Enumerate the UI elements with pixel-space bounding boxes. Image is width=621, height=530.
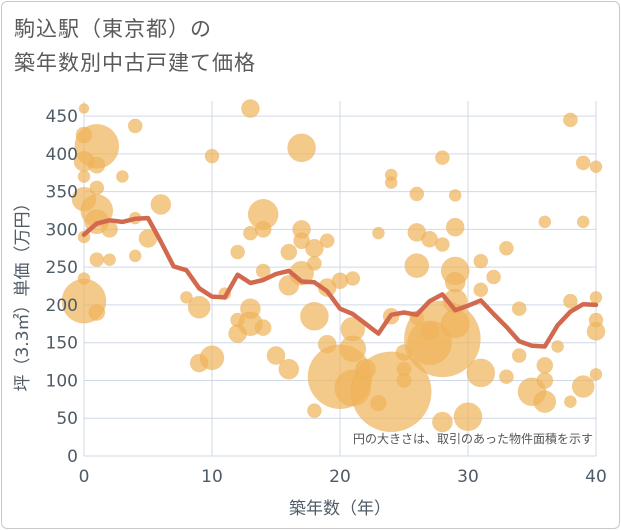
bubble-point xyxy=(563,293,578,309)
bubble-point xyxy=(538,215,552,229)
bubble-point xyxy=(435,150,450,165)
x-tick-label: 0 xyxy=(79,467,90,487)
bubble-point xyxy=(345,271,361,286)
bubble-point xyxy=(563,112,578,128)
y-tick-label: 450 xyxy=(46,107,78,127)
bubble-point xyxy=(533,390,557,413)
bubble-point xyxy=(254,319,272,336)
bubble-point xyxy=(576,215,590,229)
x-tick-label: 30 xyxy=(457,467,479,487)
y-axis-title: 坪（3.3㎡）単価（万円） xyxy=(13,194,33,391)
bubble-point xyxy=(466,358,496,388)
bubble-point xyxy=(128,249,142,263)
bubble-point xyxy=(127,118,143,134)
bubble-point xyxy=(564,395,577,408)
bubble-point xyxy=(536,372,554,389)
bubble-point xyxy=(511,301,527,317)
bubble-point xyxy=(486,269,501,285)
x-axis-title: 築年数（年） xyxy=(289,499,391,519)
bubble-point xyxy=(589,368,603,381)
average-price-line xyxy=(81,215,599,349)
y-tick-label: 50 xyxy=(56,409,78,429)
bubble-point xyxy=(307,403,322,418)
bubble-point xyxy=(300,301,329,331)
bubble-point xyxy=(150,194,172,215)
bubble-point xyxy=(551,340,564,353)
bubble-point xyxy=(254,221,272,238)
bubble-layer xyxy=(61,99,606,433)
bubble-point xyxy=(453,402,483,432)
bubble-point xyxy=(575,155,591,171)
bubble-point xyxy=(396,373,412,388)
bubble-point xyxy=(78,103,90,114)
bubble-point xyxy=(404,253,430,278)
bubble-point xyxy=(473,253,489,269)
bubble-point xyxy=(89,252,105,267)
bubble-point xyxy=(88,304,106,321)
chart-title-line1: 駒込駅（東京都）の xyxy=(14,17,212,41)
bubble-point xyxy=(448,189,462,202)
bubble-point xyxy=(307,256,322,271)
bubble-point xyxy=(116,170,129,183)
bubble-point xyxy=(204,148,220,164)
bubble-point xyxy=(339,335,367,363)
chart-title-line2: 築年数別中古戸建て価格 xyxy=(14,51,256,75)
bubble-point xyxy=(435,237,450,252)
bubble-point xyxy=(445,217,465,237)
x-tick-label: 10 xyxy=(201,467,223,487)
bubble-point xyxy=(511,348,527,363)
trend-line-layer xyxy=(81,215,599,349)
y-tick-label: 100 xyxy=(46,371,78,391)
chart-title: 駒込駅（東京都）の 築年数別中古戸建て価格 xyxy=(14,12,256,80)
bubble-point xyxy=(586,322,606,341)
bubble-point xyxy=(499,369,514,384)
bubble-point xyxy=(88,156,106,174)
y-tick-label: 0 xyxy=(67,447,78,467)
bubble-point xyxy=(440,309,470,339)
y-tick-label: 200 xyxy=(46,296,78,316)
bubble-point xyxy=(409,186,425,202)
bubble-point xyxy=(278,358,300,380)
bubble-point xyxy=(287,133,316,163)
bubble-point xyxy=(230,244,245,260)
bubble-point xyxy=(180,291,193,304)
bubble-point xyxy=(241,99,260,118)
bubble-point xyxy=(432,411,453,433)
bubble-point xyxy=(280,243,298,261)
bubble-point xyxy=(589,160,603,174)
y-tick-label: 400 xyxy=(46,145,78,165)
y-tick-label: 250 xyxy=(46,258,78,278)
bubble-point xyxy=(499,240,514,256)
bubble-point xyxy=(421,230,438,248)
bubble-point xyxy=(199,345,225,371)
bubble-point xyxy=(473,282,489,298)
bubble-point xyxy=(372,226,385,240)
bubble-point xyxy=(331,272,349,290)
bubble-point xyxy=(384,176,398,189)
x-tick-label: 40 xyxy=(585,467,607,487)
bubble-point xyxy=(187,295,211,319)
y-tick-label: 300 xyxy=(46,220,78,240)
bubble-point xyxy=(103,253,116,266)
bubble-point xyxy=(77,170,91,183)
bubble-point xyxy=(589,291,603,304)
y-tick-label: 150 xyxy=(46,334,78,354)
y-tick-label: 350 xyxy=(46,183,78,203)
bubble-point xyxy=(536,357,554,374)
bubble-point xyxy=(571,375,595,398)
bubble-size-note: 円の大きさは、取引のあった物件面積を示す xyxy=(353,431,593,446)
bubble-point xyxy=(350,351,432,433)
x-tick-label: 20 xyxy=(329,467,351,487)
bubble-point xyxy=(319,233,335,249)
bubble-point xyxy=(266,346,286,365)
